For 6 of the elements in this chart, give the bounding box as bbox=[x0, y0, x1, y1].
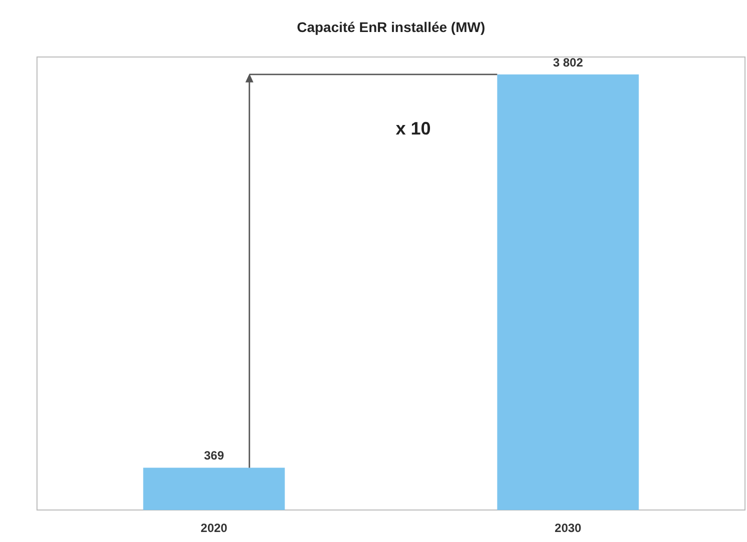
x-tick-label: 2030 bbox=[554, 521, 582, 535]
annotation: x 10 bbox=[396, 118, 431, 138]
x-tick-label: 2020 bbox=[200, 521, 228, 535]
data-label: 369 bbox=[204, 448, 224, 463]
chart-title: Capacité EnR installée (MW) bbox=[296, 19, 486, 35]
data-label: 3 802 bbox=[552, 55, 584, 70]
